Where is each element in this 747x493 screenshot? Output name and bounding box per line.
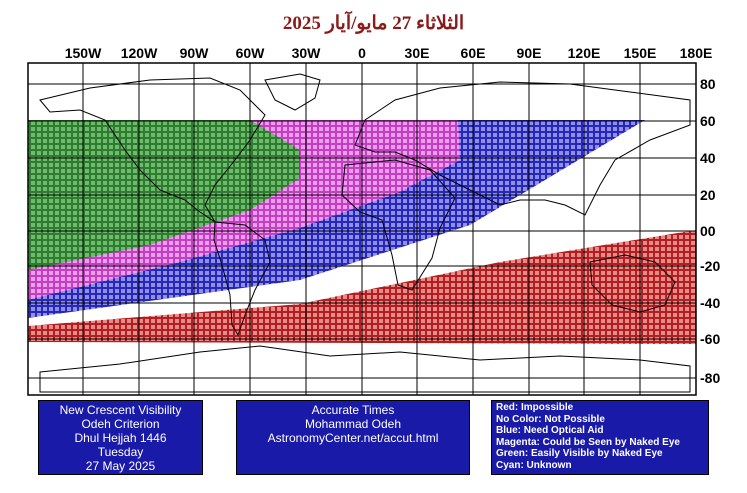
map-border xyxy=(27,62,697,396)
lon-label: 120W xyxy=(120,45,158,61)
lon-label: 30W xyxy=(291,45,321,61)
source-author: Mohammad Odeh xyxy=(304,417,402,431)
info-weekday: Tuesday xyxy=(97,445,144,459)
info-criterion: Odeh Criterion xyxy=(81,417,160,431)
map-graticule xyxy=(28,63,696,395)
lon-label: 60E xyxy=(460,45,486,61)
lat-label: -40 xyxy=(700,295,721,311)
lat-label: 80 xyxy=(700,76,716,92)
africa-outline xyxy=(341,159,456,291)
info-hijri-month: Dhul Hejjah 1446 xyxy=(74,431,167,445)
lon-label: 120E xyxy=(567,45,601,61)
lon-label: 150E xyxy=(623,45,657,61)
lon-label: 0 xyxy=(358,45,366,61)
south-america-outline xyxy=(213,221,271,337)
lat-label: -60 xyxy=(700,331,721,347)
lon-label: 60W xyxy=(235,45,265,61)
lon-label: 90W xyxy=(179,45,209,61)
info-title: New Crescent Visibility xyxy=(59,403,182,417)
legend-item: Cyan: Unknown xyxy=(496,459,572,471)
lon-label: 180E xyxy=(679,45,713,61)
source-heading: Accurate Times xyxy=(311,403,395,417)
lat-label: 60 xyxy=(700,113,716,129)
legend-item: Green: Easily Visible by Naked Eye xyxy=(496,448,663,459)
info-box-criterion: New Crescent Visibility Odeh Criterion D… xyxy=(38,400,203,475)
lat-label: 40 xyxy=(700,150,716,166)
info-date: 27 May 2025 xyxy=(85,459,156,473)
antarctica-outline xyxy=(39,345,691,393)
lon-label: 30E xyxy=(404,45,430,61)
greenland-outline xyxy=(264,73,321,111)
info-box-source: Accurate Times Mohammad Odeh AstronomyCe… xyxy=(236,400,470,475)
lat-label: 00 xyxy=(700,223,716,239)
legend-item: Magenta: Could be Seen by Naked Eye xyxy=(496,436,680,448)
legend-item: No Color: Not Possible xyxy=(496,413,605,425)
map-title: الثلاثاء 27 مايو/آيار 2025 xyxy=(282,13,465,34)
lat-label: -20 xyxy=(700,258,721,274)
lat-label: -80 xyxy=(700,370,721,386)
lon-label: 150W xyxy=(64,45,102,61)
north-america-outline xyxy=(39,77,266,223)
legend-item: Blue: Need Optical Aid xyxy=(496,425,604,436)
australia-outline xyxy=(589,254,676,313)
source-url[interactable]: AstronomyCenter.net/accut.html xyxy=(267,431,439,445)
legend-box: Red: Impossible No Color: Not Possible B… xyxy=(491,400,709,475)
lon-label: 90E xyxy=(516,45,542,61)
lat-label: 20 xyxy=(700,187,716,203)
legend-item: Red: Impossible xyxy=(496,402,574,413)
